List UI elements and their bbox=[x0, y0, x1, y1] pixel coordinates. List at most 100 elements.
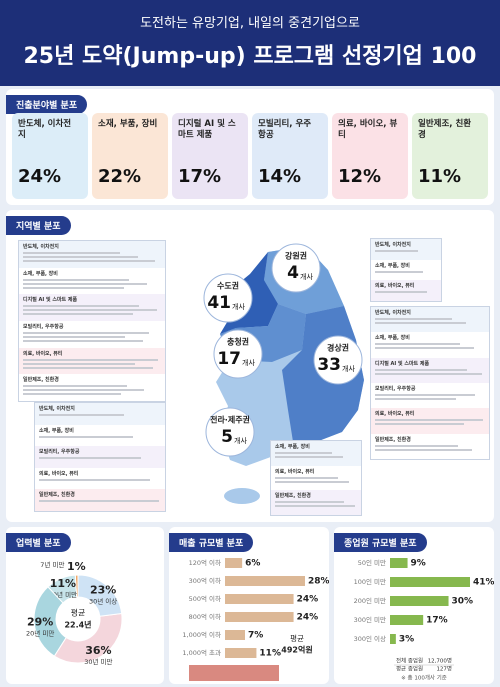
note: ※ 총 100개사 기준 bbox=[401, 674, 447, 682]
region-box: 반도체, 이차전지 소재, 부품, 장비 디지털 AI 및 스마트 제품 모빌리티, … bbox=[18, 240, 166, 402]
annotation: 평균 bbox=[290, 633, 304, 643]
text-line bbox=[23, 389, 145, 392]
region-section: 반도체, 이차전지 bbox=[19, 241, 165, 268]
text-line bbox=[375, 322, 467, 324]
text-line bbox=[39, 457, 142, 460]
text-line bbox=[39, 500, 159, 503]
annotation: 492억원 bbox=[281, 645, 312, 655]
chart-title: 매출 규모별 분포 bbox=[169, 533, 254, 552]
text-line bbox=[23, 313, 134, 316]
chart-title: 업력별 분포 bbox=[6, 533, 71, 552]
sector-card: 반도체, 이차전지 24% bbox=[12, 113, 88, 199]
category-label: 20년 미만 bbox=[26, 629, 54, 638]
region-section: 일반제조, 친환경 bbox=[35, 489, 165, 511]
region-heading: 소재, 부품, 장비 bbox=[375, 262, 410, 269]
region-heading: 소재, 부품, 장비 bbox=[39, 427, 74, 434]
sector-share: 12% bbox=[338, 166, 382, 187]
section-title: 지역별 분포 bbox=[6, 216, 71, 235]
bar bbox=[225, 558, 243, 568]
text-line bbox=[23, 260, 156, 262]
region-section: 소재, 부품, 장비 bbox=[35, 424, 165, 447]
category-label: 7년 미만 bbox=[40, 560, 64, 569]
value-label: 6% bbox=[245, 559, 260, 569]
region-count: 5 bbox=[221, 427, 233, 447]
region-heading: 의료, 바이오, 뷰티 bbox=[375, 283, 415, 290]
category-label: 50인 미만 bbox=[358, 558, 386, 567]
sector-name: 일반제조, 친환경 bbox=[418, 119, 472, 140]
region-heading: 반도체, 이차전지 bbox=[375, 310, 411, 316]
region-bubble bbox=[203, 273, 253, 323]
region-section: 일반제조, 친환경 bbox=[371, 433, 489, 459]
region-panel: 지역별 분포 수도권 41 개사 강원권 4 개사 충청권 17 개사 경상권 33 개사 전라·제주권… bbox=[6, 210, 494, 522]
region-box: 반도체, 이차전지 소재, 부품, 장비 디지털 AI 및 스마트 제품 모빌리티, … bbox=[370, 306, 490, 460]
sector-name: 반도체, 이차전지 bbox=[18, 119, 72, 140]
text-line bbox=[375, 372, 482, 375]
category-label: 300인 이상 bbox=[354, 634, 386, 643]
header: 도전하는 유망기업, 내일의 중견기업으로 25년 도약(Jump-up) 프로… bbox=[0, 0, 500, 86]
value-label: 30% bbox=[452, 597, 474, 607]
text-line bbox=[23, 393, 121, 396]
category-label: 30년 이상 bbox=[89, 596, 117, 605]
sector-card: 디지털 AI 및 스마트 제품 17% bbox=[172, 113, 248, 199]
value-label: 24% bbox=[297, 613, 319, 623]
text-line bbox=[23, 335, 126, 338]
text-line bbox=[23, 278, 130, 281]
region-section: 의료, 바이오, 뷰티 bbox=[371, 280, 441, 301]
sector-card: 소재, 부품, 장비 22% bbox=[92, 113, 168, 199]
region-section: 의료, 바이오, 뷰티 bbox=[371, 408, 489, 434]
region-heading: 의료, 바이오, 뷰티 bbox=[23, 350, 63, 357]
value-label: 36% bbox=[85, 644, 111, 657]
region-section: 소재, 부품, 장비 bbox=[271, 441, 361, 466]
region-count: 17 bbox=[217, 349, 241, 369]
bar bbox=[390, 577, 470, 587]
sector-share: 24% bbox=[18, 166, 62, 187]
region-name: 충청권 bbox=[227, 337, 249, 347]
region-section: 모빌리티, 우주항공 bbox=[35, 446, 165, 468]
text-line bbox=[375, 448, 472, 451]
region-heading: 모빌리티, 우주항공 bbox=[375, 385, 416, 392]
region-section: 의료, 바이오, 뷰티 bbox=[35, 467, 165, 490]
text-line bbox=[23, 309, 157, 312]
region-heading: 소재, 부품, 장비 bbox=[23, 270, 58, 277]
region-heading: 소재, 부품, 장비 bbox=[275, 444, 310, 450]
category-label: 30년 미만 bbox=[84, 657, 112, 666]
region-heading: 일반제조, 친환경 bbox=[275, 493, 311, 500]
text-line bbox=[23, 339, 144, 342]
region-heading: 반도체, 이차전지 bbox=[23, 244, 59, 250]
value-label: 3% bbox=[399, 635, 414, 645]
text-line bbox=[375, 444, 458, 447]
chart: 50인 미만 9% 100인 미만 41% 200인 미만 30% 300인 미만 17% 30… bbox=[354, 558, 494, 682]
bar bbox=[390, 615, 424, 625]
region-unit: 개사 bbox=[300, 272, 313, 281]
bar bbox=[390, 558, 408, 568]
region-section: 의료, 바이오, 뷰티 bbox=[271, 465, 361, 491]
center-value: 22.4년 bbox=[64, 620, 91, 630]
region-name: 경상권 bbox=[327, 343, 349, 353]
region-heading: 모빌리티, 우주항공 bbox=[39, 449, 80, 456]
region-heading: 반도체, 이차전지 bbox=[375, 242, 411, 248]
region-heading: 일반제조, 친환경 bbox=[39, 492, 75, 499]
region-heading: 의료, 바이오, 뷰티 bbox=[39, 470, 79, 477]
value-label: 11% bbox=[259, 649, 281, 659]
sector-share: 17% bbox=[178, 166, 222, 187]
region-section: 소재, 부품, 장비 bbox=[19, 267, 165, 295]
bar bbox=[225, 648, 257, 658]
region-section: 반도체, 이차전지 bbox=[35, 403, 165, 425]
value-label: 23% bbox=[90, 583, 116, 596]
region-section: 디지털 AI 및 스마트 제품 bbox=[371, 357, 489, 383]
region-heading: 반도체, 이차전지 bbox=[39, 406, 75, 412]
bar bbox=[225, 630, 245, 640]
text-line bbox=[275, 505, 355, 508]
text-line bbox=[375, 397, 457, 400]
region-section: 모빌리티, 우주항공 bbox=[19, 320, 165, 348]
table-cell: 12,700명 bbox=[428, 658, 452, 665]
text-line bbox=[23, 331, 149, 334]
region-section: 의료, 바이오, 뷰티 bbox=[19, 347, 165, 375]
text-line bbox=[39, 478, 151, 481]
region-unit: 개사 bbox=[342, 364, 355, 373]
sector-name: 소재, 부품, 장비 bbox=[98, 119, 158, 129]
text-line bbox=[375, 393, 476, 396]
value-label: 24% bbox=[297, 595, 319, 605]
